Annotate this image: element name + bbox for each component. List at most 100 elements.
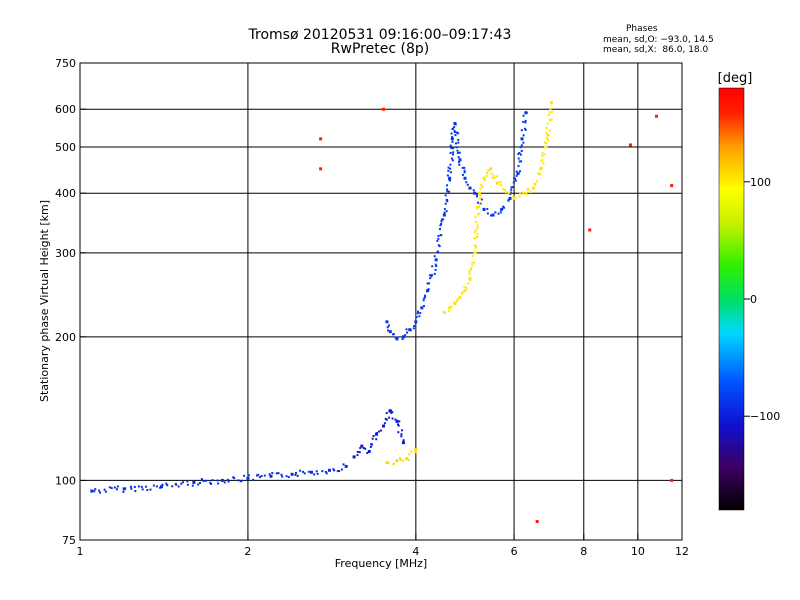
trace-dot — [463, 166, 466, 169]
trace-dot — [385, 412, 388, 415]
trace-dot — [476, 193, 479, 196]
trace-dot — [450, 157, 453, 160]
trace-dot — [549, 108, 552, 111]
trace-dot — [418, 315, 421, 318]
trace-dot — [458, 163, 461, 166]
trace-dot — [422, 299, 425, 302]
trace-dot — [463, 286, 466, 289]
trace-dot — [108, 486, 111, 489]
trace-dot — [342, 463, 345, 466]
trace-dot — [545, 142, 548, 145]
trace-dot — [549, 118, 552, 121]
data-point — [531, 186, 535, 190]
trace-dot — [473, 230, 476, 233]
trace-dot — [407, 458, 410, 461]
trace-dot — [456, 151, 459, 154]
trace-dot — [494, 211, 497, 214]
trace-dot — [144, 485, 147, 488]
trace-dot — [479, 197, 482, 200]
trace-dot — [522, 120, 525, 123]
data-point — [160, 485, 164, 489]
trace-dot — [533, 182, 536, 185]
trace-dot — [457, 138, 460, 141]
trace-dot — [476, 236, 479, 239]
trace-dot — [247, 474, 250, 477]
trace-dot — [509, 193, 512, 196]
trace-dot — [149, 488, 152, 491]
trace-dot — [548, 129, 551, 132]
trace-dot — [450, 146, 453, 149]
data-point — [670, 478, 674, 482]
trace-dot — [509, 191, 512, 194]
trace-dot — [280, 473, 283, 476]
trace-dot — [515, 174, 518, 177]
x-tick-label: 1 — [77, 545, 84, 558]
trace-dot — [258, 476, 261, 479]
data-point — [546, 133, 550, 137]
trace-dot — [356, 450, 359, 453]
trace-dot — [454, 123, 457, 126]
trace-dot — [362, 446, 365, 449]
data-point — [405, 457, 409, 461]
chart-subtitle: RwPretec (8p) — [330, 41, 430, 57]
trace-dot — [446, 200, 449, 203]
data-point — [516, 171, 520, 175]
trace-dot — [387, 461, 390, 464]
trace-dot — [450, 305, 453, 308]
trace-dot — [473, 237, 476, 240]
trace-dot — [456, 149, 459, 152]
trace-dot — [511, 186, 514, 189]
trace-dot — [476, 213, 479, 216]
data-point — [420, 306, 424, 310]
trace-dot — [453, 126, 456, 129]
trace-dot — [551, 110, 554, 113]
trace-dot — [200, 478, 203, 481]
trace-dot — [518, 160, 521, 163]
trace-dot — [186, 480, 189, 483]
trace-dot — [340, 468, 343, 471]
trace-dot — [524, 121, 527, 124]
x-tick-label: 2 — [244, 545, 251, 558]
trace-dot — [423, 297, 426, 300]
y-tick-label: 500 — [55, 141, 76, 154]
data-point — [628, 143, 632, 147]
trace-dot — [451, 140, 454, 143]
trace-dot — [271, 472, 274, 475]
colorbar-ticks: 100 0 −100 — [744, 176, 780, 423]
trace-dot — [522, 134, 525, 137]
trace-dot — [518, 151, 521, 154]
y-tick-label: 750 — [55, 57, 76, 70]
trace-dot — [534, 182, 537, 185]
data-point — [246, 476, 250, 480]
trace-dot — [387, 324, 390, 327]
trace-dot — [440, 218, 443, 221]
trace-dot — [180, 482, 183, 485]
trace-dot — [519, 170, 522, 173]
trace-dot — [294, 473, 297, 476]
data-point — [495, 181, 499, 185]
trace-dot — [397, 431, 400, 434]
trace-dot — [122, 490, 125, 493]
trace-dot — [401, 459, 404, 462]
trace-dot — [493, 176, 496, 179]
trace-dot — [461, 291, 464, 294]
trace-dot — [468, 279, 471, 282]
trace-dot — [442, 218, 445, 221]
trace-dot — [446, 174, 449, 177]
trace-dot — [430, 275, 433, 278]
trace-dot — [232, 476, 235, 479]
trace-dot — [321, 470, 324, 473]
data-point — [388, 330, 392, 334]
trace-dot — [383, 422, 386, 425]
trace-dot — [428, 274, 431, 277]
trace-dot — [453, 131, 456, 134]
trace-dot — [325, 472, 328, 475]
trace-dot — [103, 488, 106, 491]
trace-dot — [465, 181, 468, 184]
data-point — [468, 277, 472, 281]
trace-dot — [391, 333, 394, 336]
data-point — [381, 107, 385, 111]
trace-dot — [469, 186, 472, 189]
trace-dot — [479, 194, 482, 197]
